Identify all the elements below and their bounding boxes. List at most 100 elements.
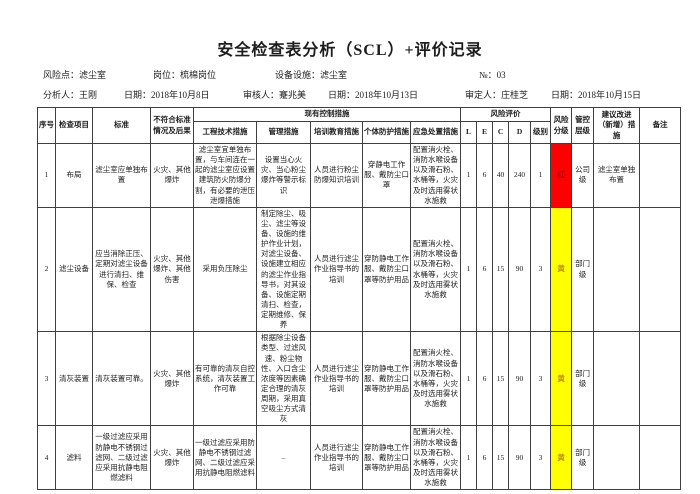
cell-training: 人员进行滤尘作业指导书的培训 <box>310 425 363 491</box>
cell-remark <box>639 206 682 333</box>
cell-level: 3 <box>530 206 552 333</box>
reviewer-field: 审核人：蹇兆美 <box>243 88 306 101</box>
header-remark: 备注 <box>639 107 682 144</box>
cell-management: – <box>256 425 311 491</box>
header-row-sub: 工程技术措施 管理措施 培训教育措施 个体防护措施 应急处置措施 L E C D… <box>38 121 681 144</box>
cell-risk-grade: 红 <box>550 143 573 208</box>
cell-C: 15 <box>492 206 510 333</box>
post-label: 岗位： <box>153 70 181 80</box>
header-ppe: 个体防护措施 <box>362 121 411 144</box>
cell-D: 90 <box>508 425 532 491</box>
cell-L: 1 <box>460 425 478 491</box>
number-label: №： <box>479 70 497 80</box>
cell-suggestion <box>593 206 641 333</box>
post-value: 梳棉岗位 <box>180 70 217 80</box>
cell-remark <box>639 143 682 208</box>
cell-risk-grade: 黄 <box>550 206 573 333</box>
cell-management: 设置当心火灾、当心粉尘爆炸等警示标识 <box>256 143 311 208</box>
cell-engineering: 滤尘室宜单独布置，与车间连在一起的滤尘室应设置建筑防火防爆分割，有必要的泄压泄爆… <box>193 143 257 208</box>
cell-no: 1 <box>37 143 56 208</box>
cell-item: 清灰装置 <box>55 331 93 427</box>
cell-control-level: 公司级 <box>571 143 595 208</box>
cell-E: 6 <box>476 206 494 333</box>
header-control-level: 管控层级 <box>571 107 595 144</box>
cell-standard: 应当消除正压、定期对滤尘设备进行清扫、维保、检查 <box>92 206 151 333</box>
header-C: C <box>492 121 510 144</box>
cell-D: 90 <box>508 206 532 333</box>
cell-ppe: 穿静电工作服、戴防尘口罩 <box>362 143 411 208</box>
meta-row-1: 风险点：滤尘室 岗位：梳棉岗位 设备设施：滤尘室 №：03 <box>0 68 700 82</box>
approver-date-field: 日期：2018年10月15日 <box>551 88 641 101</box>
cell-risk-grade: 黄 <box>550 425 573 491</box>
post-field: 岗位：梳棉岗位 <box>153 68 216 81</box>
cell-training: 人员进行滤尘作业指导书的培训 <box>310 331 363 427</box>
risk-point-value: 滤尘室 <box>79 70 107 80</box>
analyst-date-field: 日期：2018年10月8日 <box>124 88 210 101</box>
header-training: 培训教育措施 <box>310 121 363 144</box>
cell-engineering: 采用负压除尘 <box>193 206 257 333</box>
cell-ppe: 穿防静电工作服、戴防尘口罩等防护用品 <box>362 206 411 333</box>
approver-field: 审定人：庄桂芝 <box>465 88 528 101</box>
number-field: №：03 <box>479 68 506 81</box>
analyst-date-label: 日期： <box>124 90 152 100</box>
header-E: E <box>476 121 494 144</box>
cell-nonconformance: 火灾、其他爆炸 <box>150 331 194 427</box>
header-L: L <box>460 121 478 144</box>
cell-item: 滤料 <box>55 425 93 491</box>
cell-ppe: 穿防静电工作服、戴防尘口罩等防护用品 <box>362 331 411 427</box>
cell-suggestion <box>593 331 641 427</box>
cell-E: 6 <box>476 143 494 208</box>
header-emergency: 应急处置措施 <box>409 121 462 144</box>
cell-no: 4 <box>37 425 56 491</box>
cell-remark <box>639 331 682 427</box>
cell-level: 1 <box>530 143 552 208</box>
cell-no: 2 <box>37 206 56 333</box>
header-engineering: 工程技术措施 <box>193 121 257 144</box>
header-item: 检查项目 <box>55 107 93 144</box>
cell-L: 1 <box>460 206 478 333</box>
table-row: 1 布局 滤尘室应单独布置 火灾、其他爆炸 滤尘室宜单独布置，与车间连在一起的滤… <box>37 143 682 208</box>
cell-standard: 滤尘室应单独布置 <box>92 143 151 208</box>
equipment-label: 设备设施： <box>275 70 321 80</box>
approver-label: 审定人： <box>465 90 502 100</box>
cell-management: 根据除尘设备类型、过滤风速、粉尘物性、入口含尘浓度等因素确定合理的清灰周期，采用… <box>256 331 311 427</box>
approver-date-value: 2018年10月15日 <box>578 90 642 100</box>
cell-D: 240 <box>508 143 532 208</box>
cell-level: 3 <box>530 331 552 427</box>
header-suggestion: 建议改进（新增）措施 <box>593 107 641 144</box>
cell-training: 人员进行粉尘防爆知识培训 <box>310 143 363 208</box>
cell-nonconformance: 火灾、其他爆炸 <box>150 425 194 491</box>
reviewer-date-value: 2018年10月13日 <box>355 90 419 100</box>
cell-level: 3 <box>530 425 552 491</box>
cell-nonconformance: 火灾、其他爆炸 <box>150 143 194 208</box>
cell-C: 15 <box>492 331 510 427</box>
approver-value: 庄桂芝 <box>501 90 529 100</box>
cell-remark <box>639 425 682 491</box>
cell-E: 6 <box>476 331 494 427</box>
reviewer-date-field: 日期：2018年10月13日 <box>328 88 418 101</box>
analyst-label: 分析人： <box>43 90 80 100</box>
cell-item: 布局 <box>55 143 93 208</box>
cell-C: 40 <box>492 143 510 208</box>
cell-training: 人员进行滤尘作业指导书的培训 <box>310 206 363 333</box>
cell-emergency: 配置消火栓、消防水喉设备以及滑石粉、水桶等，火灾及时选用雾状水施救 <box>409 331 462 427</box>
number-value: 03 <box>496 70 506 80</box>
page-title: 安全检查表分析（SCL）+评价记录 <box>217 42 483 59</box>
cell-standard: 清灰装置可靠。 <box>92 331 151 427</box>
cell-control-level: 部门级 <box>571 206 595 333</box>
scl-analysis-table: 序号 检查项目 标准 不符合标准情况及后果 现有控制措施 风险评价 风险分级 管… <box>37 107 682 491</box>
table-row: 2 滤尘设备 应当消除正压、定期对滤尘设备进行清扫、维保、检查 火灾、其他爆炸、… <box>37 206 682 333</box>
reviewer-value: 蹇兆美 <box>279 90 307 100</box>
header-no: 序号 <box>37 107 56 144</box>
equipment-value: 滤尘室 <box>320 70 348 80</box>
meta-row-2: 分析人：王刚 日期：2018年10月8日 审核人：蹇兆美 日期：2018年10月… <box>0 88 700 102</box>
cell-nonconformance: 火灾、其他爆炸、其他伤害 <box>150 206 194 333</box>
reviewer-date-label: 日期： <box>328 90 356 100</box>
header-level: 级别 <box>530 121 552 144</box>
header-standard: 标准 <box>92 107 151 144</box>
cell-suggestion <box>593 425 641 491</box>
cell-C: 15 <box>492 425 510 491</box>
analyst-field: 分析人：王刚 <box>43 88 97 101</box>
cell-item: 滤尘设备 <box>55 206 93 333</box>
approver-date-label: 日期： <box>551 90 579 100</box>
